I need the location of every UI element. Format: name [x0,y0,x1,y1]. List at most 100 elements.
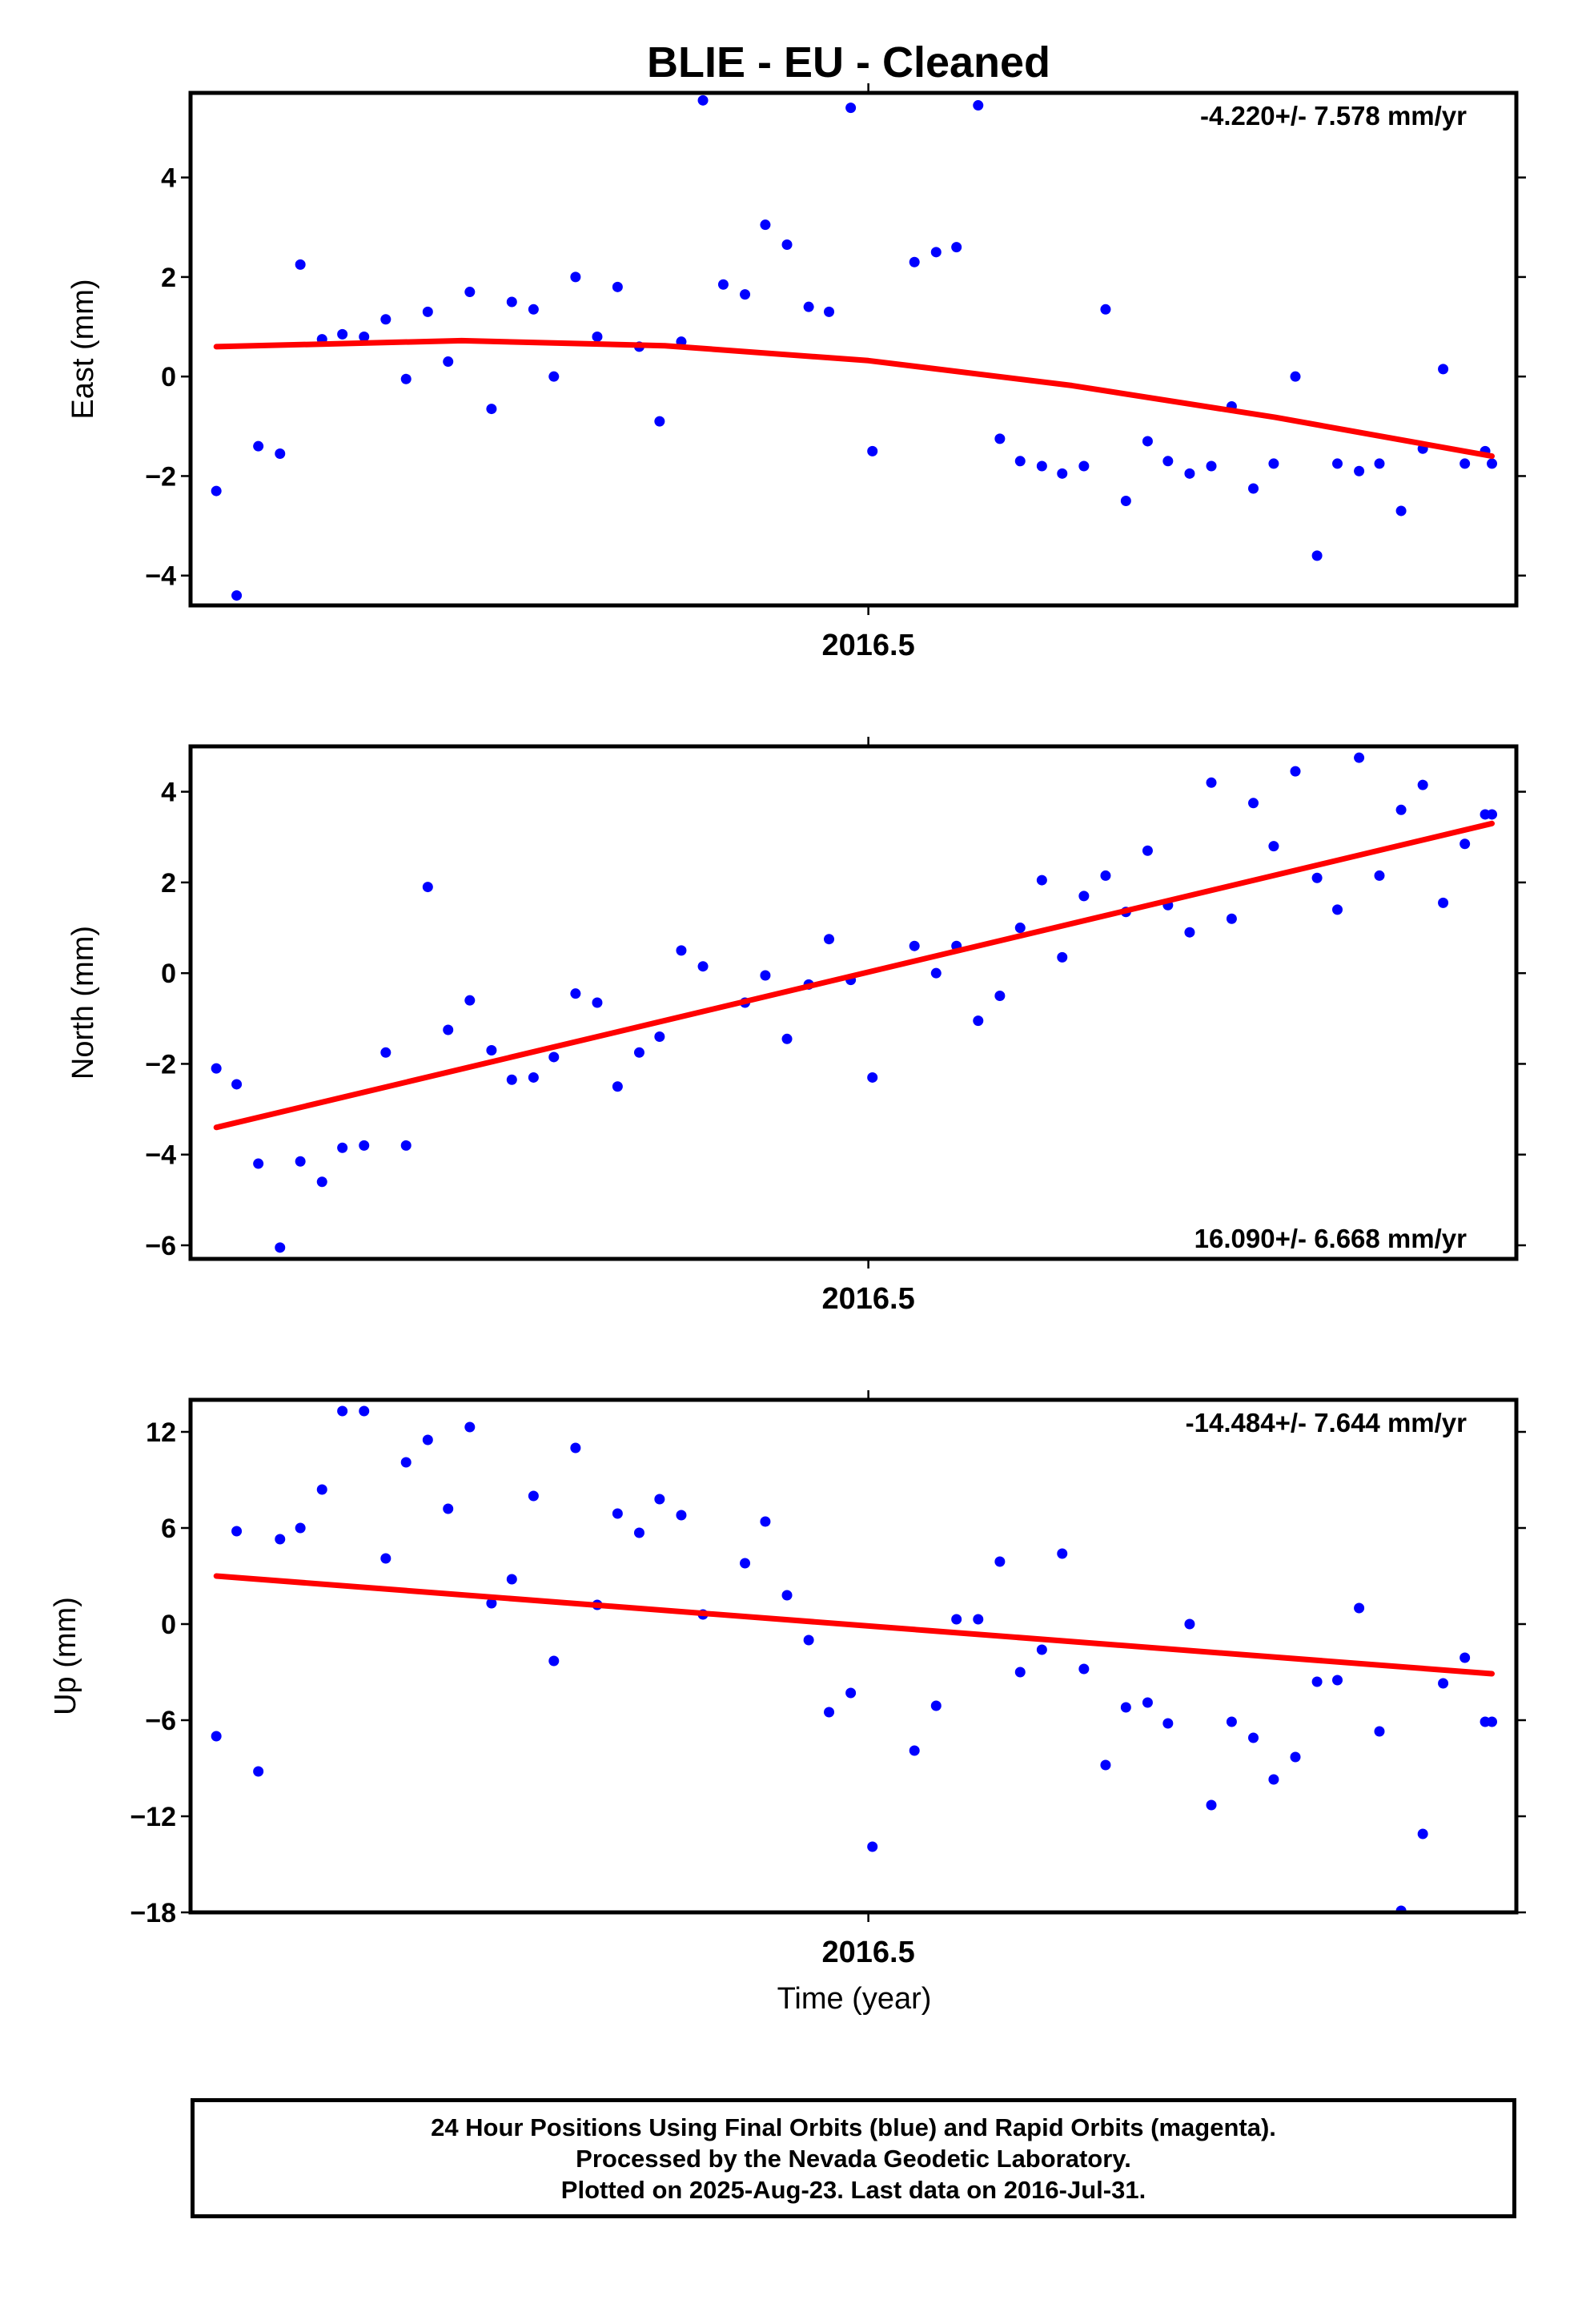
up-data-point [612,1508,623,1519]
up-data-point [548,1655,560,1667]
up-data-point [464,1421,476,1433]
east-data-point [275,448,286,459]
up-data-point [1311,1676,1323,1687]
north-data-point [337,1142,348,1153]
north-data-point [506,1074,517,1085]
up-data-point [740,1558,751,1569]
east-data-point [211,485,222,497]
north-data-point [464,995,476,1006]
up-data-point [1226,1716,1237,1727]
east-ytick-label: 4 [161,163,176,194]
east-panel: −4 −2 0 2 4 2016.5 East (mm) -4.220+/- 7.578 mm… [66,83,1526,662]
east-data-point [1374,458,1385,469]
up-data-point [1487,1716,1498,1727]
north-data-point [1487,809,1498,820]
north-data-point [1078,891,1090,902]
east-data-point [570,271,581,283]
north-data-point [359,1140,370,1151]
up-data-point [1078,1663,1090,1675]
up-data-point [1438,1678,1449,1689]
north-ytick-label: 2 [161,868,176,899]
north-data-point [1417,779,1428,790]
east-data-point [760,219,771,231]
up-data-point [1374,1726,1385,1737]
north-data-point [1184,927,1195,938]
up-rate-annotation: -14.484+/- 7.644 mm/yr [1186,1408,1467,1437]
north-data-point [1395,804,1407,815]
up-data-point [845,1687,857,1699]
east-data-point [845,103,857,114]
east-data-point [781,239,793,251]
north-data-point [930,967,942,979]
east-data-point [1100,304,1111,315]
up-data-point [1057,1548,1068,1559]
north-data-point [1206,777,1217,788]
up-plot-frame [188,1397,1519,1915]
up-data-point [994,1556,1006,1567]
north-data-point [1036,875,1047,886]
east-data-point [1311,550,1323,561]
north-data-point [1014,923,1026,934]
east-data-point [697,94,709,106]
north-ytick-label: −4 [145,1140,176,1171]
north-data-point [443,1024,454,1035]
north-data-point [1057,951,1068,963]
east-data-point [464,287,476,298]
east-data-point [1206,460,1217,472]
up-data-point [422,1434,433,1445]
up-data-point [1036,1644,1047,1655]
north-data-point [592,997,603,1008]
north-data-layer [211,752,1498,1253]
orbits-note: 24 Hour Positions Using Final Orbits (bl… [431,2113,1276,2141]
east-data-point [909,256,920,267]
east-data-point [803,301,814,312]
north-data-point [380,1047,391,1058]
east-ylabel: East (mm) [66,279,100,419]
north-data-point [697,961,709,972]
up-data-point [1248,1732,1259,1743]
east-data-point [612,281,623,292]
east-data-point [295,259,306,270]
up-data-layer [211,1405,1498,1912]
up-data-point [867,1841,878,1852]
east-data-point [1184,468,1195,479]
north-data-point [1142,845,1153,856]
east-data-point [359,331,370,342]
up-fit-line [213,1573,1495,1677]
east-data-point [253,440,264,452]
up-xlabel: Time (year) [777,1982,932,2016]
up-ylabel: Up (mm) [49,1597,82,1715]
up-ytick-label: 6 [161,1514,176,1544]
east-data-point [1460,458,1471,469]
east-ytick-label: −4 [145,561,176,592]
north-data-point [654,1031,665,1042]
north-data-point [1354,752,1365,763]
north-data-point [253,1158,264,1169]
north-data-point [528,1072,539,1083]
east-data-point [1354,465,1365,476]
east-data-point [231,590,243,601]
north-data-point [781,1033,793,1044]
north-data-point [422,882,433,893]
north-data-point [1438,897,1449,908]
north-data-point [548,1051,560,1063]
plot-date-note: Plotted on 2025-Aug-23. Last data on 201… [560,2175,1146,2204]
up-data-point [1206,1799,1217,1811]
up-ytick-label: 0 [161,1610,176,1640]
up-data-point [231,1526,243,1537]
up-panel: −18 −12 −6 0 6 12 2016.5 Up (mm) Time (year) -14.… [49,1390,1526,2016]
up-data-point [275,1534,286,1545]
east-data-point [1014,456,1026,467]
north-plot-frame [188,744,1519,1261]
up-ytick-label: −18 [130,1898,176,1928]
north-data-point [486,1044,497,1055]
up-data-point [1142,1697,1153,1708]
up-data-point [676,1510,687,1521]
east-data-point [506,296,517,308]
east-data-point [1120,496,1131,507]
up-data-point [380,1553,391,1564]
up-data-point [1268,1774,1279,1785]
figure-title: BLIE - EU - Cleaned [647,38,1050,86]
up-data-point [951,1614,962,1625]
east-data-point [1395,505,1407,517]
